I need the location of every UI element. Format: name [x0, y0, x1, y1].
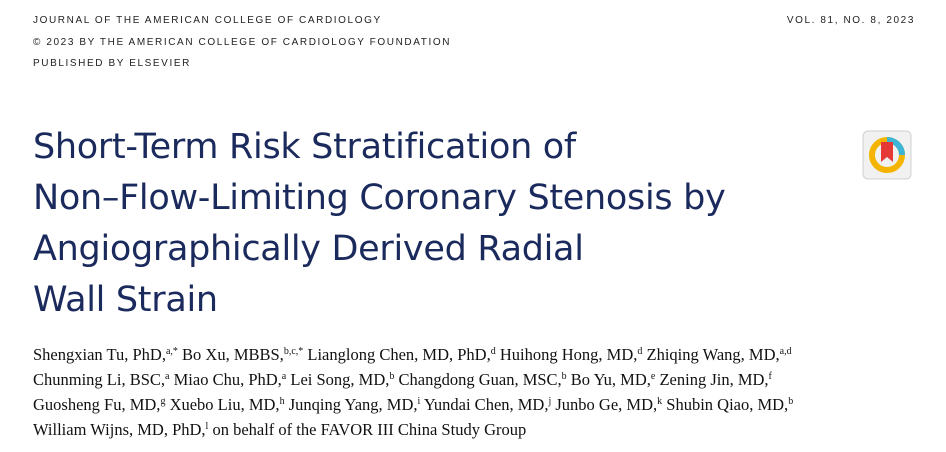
affiliation-marker: a,d — [779, 346, 792, 357]
author-name: Yundai Chen, MD, — [423, 395, 549, 414]
affiliation-marker: b — [389, 371, 395, 382]
affiliation-marker: k — [657, 396, 663, 407]
affiliation-marker: b,c,* — [283, 346, 304, 357]
affiliation-marker: h — [279, 396, 285, 407]
affiliation-marker: j — [548, 396, 552, 407]
author-name: Junbo Ge, MD, — [555, 395, 658, 414]
author-name: Guosheng Fu, MD, — [33, 395, 161, 414]
title-line: Non–Flow-Limiting Coronary Stenosis by — [33, 178, 726, 218]
author-name: Lianglong Chen, MD, PhD, — [307, 345, 491, 364]
article-title: Short-Term Risk Stratification of Non–Flo… — [33, 122, 726, 326]
affiliation-marker: l — [205, 421, 209, 432]
affiliation-marker: i — [417, 396, 421, 407]
author-name: Changdong Guan, MSC, — [398, 370, 562, 389]
title-line: Short-Term Risk Stratification of — [33, 127, 576, 167]
author-name: on behalf of the FAVOR III China Study G… — [212, 420, 527, 439]
affiliation-marker: e — [650, 371, 656, 382]
affiliation-marker: b — [788, 396, 794, 407]
author-name: Xuebo Liu, MD, — [169, 395, 280, 414]
author-name: Lei Song, MD, — [290, 370, 390, 389]
icon-bookmark — [881, 142, 893, 162]
author-name: Junqing Yang, MD, — [288, 395, 418, 414]
author-line: Shengxian Tu, PhD,a,* Bo Xu, MBBS,b,c,* … — [33, 342, 793, 367]
author-name: Bo Xu, MBBS, — [182, 345, 284, 364]
author-name: Chunming Li, BSC, — [33, 370, 166, 389]
affiliation-marker: d — [637, 346, 643, 357]
author-name: Zening Jin, MD, — [659, 370, 769, 389]
author-name: Shubin Qiao, MD, — [666, 395, 789, 414]
author-line: William Wijns, MD, PhD,l on behalf of th… — [33, 417, 793, 442]
title-line: Angiographically Derived Radial — [33, 229, 584, 269]
affiliation-marker: b — [561, 371, 567, 382]
author-name: Bo Yu, MD, — [570, 370, 651, 389]
affiliation-marker: d — [490, 346, 496, 357]
icon-ring-arc — [886, 137, 905, 156]
affiliation-marker: a — [281, 371, 287, 382]
author-name: Huihong Hong, MD, — [499, 345, 638, 364]
affiliation-marker: g — [160, 396, 166, 407]
author-name: Zhiqing Wang, MD, — [646, 345, 780, 364]
author-name: William Wijns, MD, PhD, — [33, 420, 206, 439]
affiliation-marker: f — [768, 371, 772, 382]
journal-name: JOURNAL OF THE AMERICAN COLLEGE OF CARDI… — [33, 15, 382, 26]
crossmark-icon[interactable] — [862, 130, 912, 180]
author-name: Miao Chu, PhD, — [173, 370, 282, 389]
title-line: Wall Strain — [33, 280, 218, 320]
affiliation-marker: a — [165, 371, 170, 382]
copyright: © 2023 BY THE AMERICAN COLLEGE OF CARDIO… — [33, 37, 452, 48]
affiliation-marker: a,* — [165, 346, 178, 357]
volume-info: VOL. 81, NO. 8, 2023 — [786, 15, 915, 26]
author-line: Chunming Li, BSC,a Miao Chu, PhD,a Lei S… — [33, 367, 793, 392]
author-list: Shengxian Tu, PhD,a,* Bo Xu, MBBS,b,c,* … — [33, 342, 793, 442]
author-line: Guosheng Fu, MD,g Xuebo Liu, MD,h Junqin… — [33, 392, 793, 417]
publisher: PUBLISHED BY ELSEVIER — [33, 58, 191, 69]
author-name: Shengxian Tu, PhD, — [33, 345, 166, 364]
